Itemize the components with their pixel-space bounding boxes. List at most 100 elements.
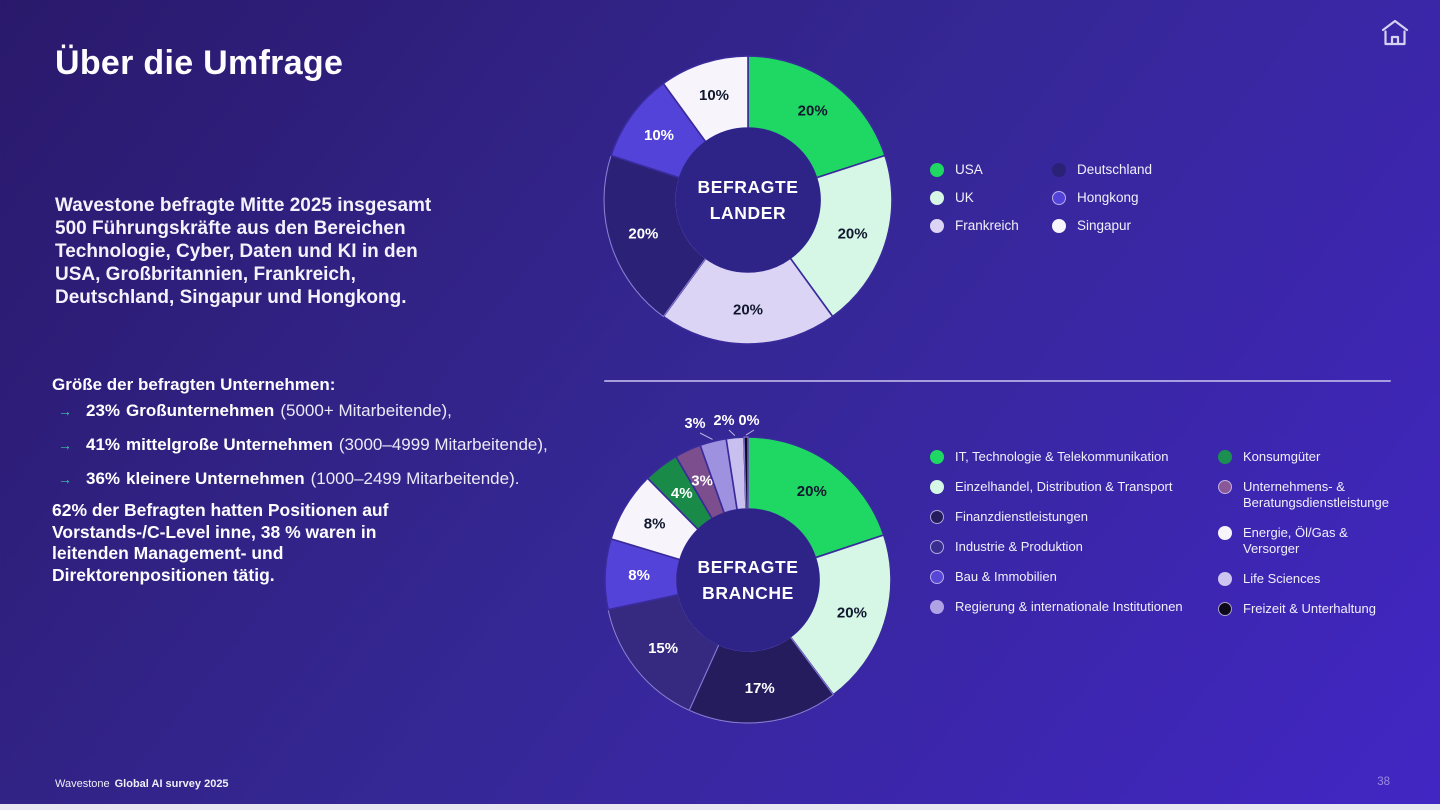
label-leader-line [728, 429, 736, 436]
legend-item: Konsumgüter [1218, 449, 1440, 465]
size-detail: (5000+ Mitarbeitende), [280, 401, 452, 420]
legend-label: Einzelhandel, Distribution & Transport [955, 479, 1173, 494]
segment-percent-label: 3% [691, 473, 713, 490]
footer: Wavestone Global AI survey 2025 [55, 778, 229, 790]
segment-percent-label: 17% [745, 680, 775, 697]
section-divider [604, 380, 1391, 382]
legend-item: USA [930, 162, 1052, 178]
legend-item: Deutschland [1052, 162, 1212, 178]
legend-swatch-icon [930, 219, 944, 233]
positions-paragraph: 62% der Befragten hatten Positionen auf … [52, 500, 389, 585]
legend-label: Frankreich [955, 218, 1019, 233]
legend-label: IT, Technologie & Telekommunikation [955, 449, 1169, 464]
legend-label: Deutschland [1077, 162, 1153, 177]
donut-center-label: BEFRAGTE [697, 557, 798, 577]
donut-center-label: BRANCHE [702, 583, 794, 603]
list-item: → 23% Großunternehmen (5000+ Mitarbeitende)… [52, 401, 612, 421]
arrow-icon: → [58, 403, 72, 419]
segment-percent-label: 20% [628, 225, 658, 242]
size-detail: (3000–4999 Mitarbeitende), [338, 435, 548, 454]
legend-swatch-icon [930, 163, 944, 177]
legend-label: Bau & Immobilien [955, 569, 1057, 584]
size-category: Großunternehmen [126, 401, 275, 420]
company-sizes-heading: Größe der befragten Unternehmen: [52, 375, 336, 394]
legend-swatch-icon [1052, 191, 1066, 205]
legend-item: Finanzdienstleistungen [930, 509, 1218, 525]
legend-column: Konsumgüter Unternehmens- & Beratungsdien… [1218, 449, 1440, 631]
home-icon [1379, 18, 1411, 53]
segment-percent-label: 20% [798, 103, 828, 120]
legend-label: Freizeit & Unterhaltung [1243, 601, 1376, 616]
segment-percent-label: 4% [671, 485, 693, 502]
legend-label: Regierung & internationale Institutionen [955, 599, 1183, 614]
industries-donut-chart: 20% 20% 17% 15% 8% 8% 4% 3% 3% 2% 0% BEFRAGTE BRANCH… [576, 408, 920, 752]
legend-column: Deutschland Hongkong Singapur [1052, 162, 1212, 246]
legend-swatch-icon [1218, 480, 1232, 494]
countries-legend: USA UK Frankreich Deutschland Hongkong Singap… [930, 162, 1212, 246]
legend-item: Frankreich [930, 218, 1052, 234]
legend-swatch-icon [1218, 572, 1232, 586]
legend-swatch-icon [930, 510, 944, 524]
legend-item: Singapur [1052, 218, 1212, 234]
footer-brand: Wavestone [55, 778, 110, 790]
legend-item: Industrie & Produktion [930, 539, 1218, 555]
segment-percent-label: 10% [644, 127, 674, 144]
legend-item: IT, Technologie & Telekommunikation [930, 449, 1218, 465]
legend-label: Singapur [1077, 218, 1132, 233]
legend-swatch-icon [1218, 602, 1232, 616]
legend-item: Freizeit & Unterhaltung [1218, 601, 1440, 617]
segment-percent-label: 20% [797, 483, 827, 500]
legend-swatch-icon [930, 600, 944, 614]
label-leader-line [699, 432, 713, 440]
size-percent: 23% [86, 401, 121, 420]
legend-swatch-icon [930, 480, 944, 494]
segment-percent-label: 20% [733, 302, 763, 319]
page-title: Über die Umfrage [55, 44, 344, 82]
size-category: kleinere Unternehmen [126, 469, 305, 488]
donut-center-label: LANDER [710, 203, 787, 223]
home-button[interactable] [1376, 16, 1414, 54]
legend-label: Hongkong [1077, 190, 1139, 205]
legend-swatch-icon [1218, 526, 1232, 540]
footer-document-title: Global AI survey 2025 [114, 778, 229, 790]
size-detail: (1000–2499 Mitarbeitende). [310, 469, 520, 488]
legend-item: UK [930, 190, 1052, 206]
donut-hole [675, 127, 821, 273]
legend-label: Finanzdienstleistungen [955, 509, 1088, 524]
legend-swatch-icon [1052, 219, 1066, 233]
legend-label: Industrie & Produktion [955, 539, 1083, 554]
legend-label: Konsumgüter [1243, 449, 1321, 464]
legend-swatch-icon [930, 191, 944, 205]
industries-donut-svg: 20%20%17%15%8%8%4%3%3% 2% 0%BEFRAGTEBRANCH… [604, 413, 892, 724]
legend-swatch-icon [930, 540, 944, 554]
legend-column: USA UK Frankreich [930, 162, 1052, 246]
arrow-icon: → [58, 437, 72, 453]
segment-percent-label: 3% [685, 416, 706, 432]
legend-label: Energie, Öl/Gas & Versorger [1243, 525, 1348, 556]
legend-label: Life Sciences [1243, 571, 1321, 586]
segment-percent-label: 15% [648, 640, 678, 657]
segment-percent-label: 8% [644, 515, 666, 532]
legend-item: Energie, Öl/Gas & Versorger [1218, 525, 1440, 557]
intro-paragraph: Wavestone befragte Mitte 2025 insgesamt … [55, 195, 432, 308]
industries-legend: IT, Technologie & Telekommunikation Einze… [930, 449, 1440, 631]
slide-edge-strip [0, 804, 1440, 810]
size-category: mittelgroße Unternehmen [126, 435, 333, 454]
segment-percent-label: 20% [838, 225, 868, 242]
legend-item: Unternehmens- & Beratungsdienstleistunge [1218, 479, 1440, 511]
size-percent: 41% [86, 435, 121, 454]
legend-item: Bau & Immobilien [930, 569, 1218, 585]
legend-label: USA [955, 162, 983, 177]
company-sizes-list: → 23% Großunternehmen (5000+ Mitarbeitende)… [52, 401, 612, 503]
legend-item: Life Sciences [1218, 571, 1440, 587]
arrow-icon: → [58, 471, 72, 487]
segment-percent-label: 10% [699, 87, 729, 104]
page-number: 38 [1377, 776, 1390, 788]
segment-percent-label: 8% [628, 567, 650, 584]
legend-label: UK [955, 190, 974, 205]
legend-swatch-icon [1052, 163, 1066, 177]
label-leader-line [745, 429, 755, 436]
legend-item: Regierung & internationale Institutionen [930, 599, 1218, 615]
list-item: → 36% kleinere Unternehmen (1000–2499 Mitar… [52, 469, 612, 489]
donut-center-label: BEFRAGTE [697, 177, 798, 197]
